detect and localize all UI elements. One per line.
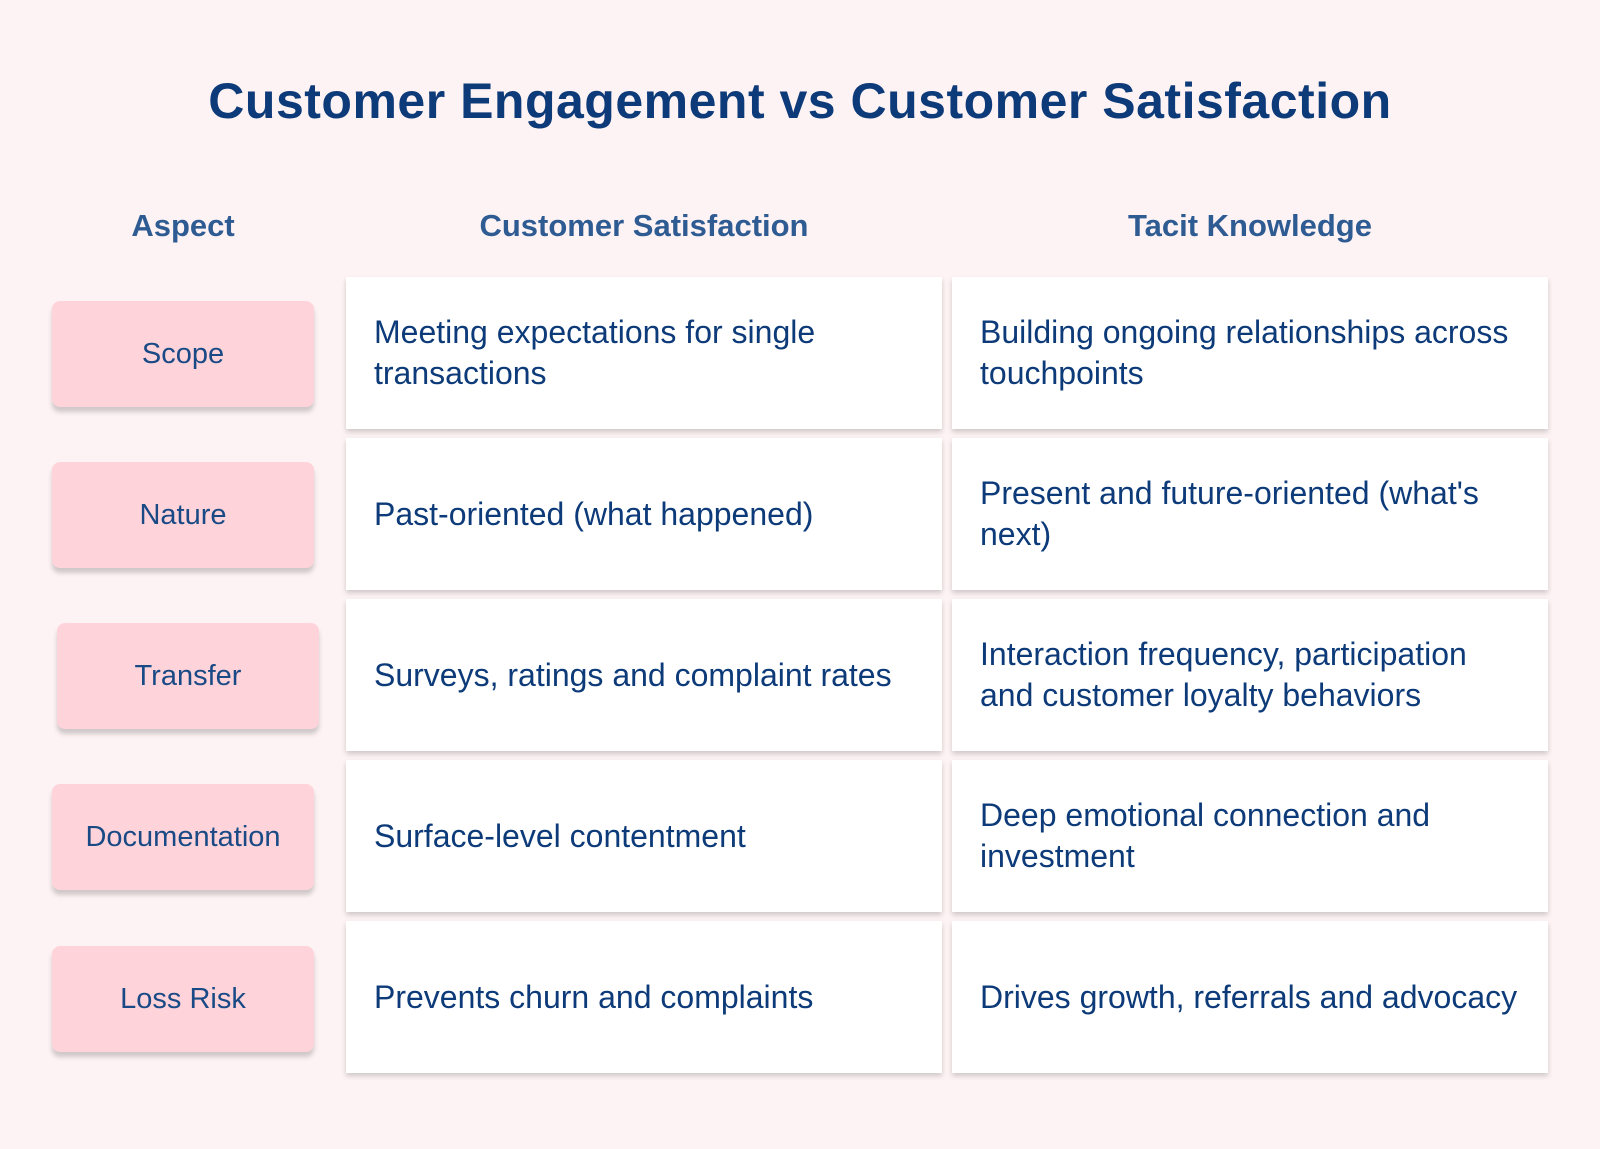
header-aspect: Aspect xyxy=(131,208,235,243)
satisfaction-cell: Past-oriented (what happened) xyxy=(346,438,942,590)
page-title: Customer Engagement vs Customer Satisfac… xyxy=(208,73,1392,129)
aspect-label: Nature xyxy=(52,462,314,568)
aspect-label: Transfer xyxy=(57,623,319,729)
table-row: Loss Risk Prevents churn and complaints … xyxy=(0,921,1600,1073)
satisfaction-cell: Prevents churn and complaints xyxy=(346,921,942,1073)
tacit-cell: Interaction frequency, participation and… xyxy=(952,599,1548,751)
tacit-cell: Present and future-oriented (what's next… xyxy=(952,438,1548,590)
table-row: Nature Past-oriented (what happened) Pre… xyxy=(0,438,1600,590)
satisfaction-cell: Meeting expectations for single transact… xyxy=(346,277,942,429)
tacit-cell: Drives growth, referrals and advocacy xyxy=(952,921,1548,1073)
header-tacit-knowledge: Tacit Knowledge xyxy=(1127,208,1372,243)
tacit-cell: Deep emotional connection and investment xyxy=(952,760,1548,912)
tacit-cell: Building ongoing relationships across to… xyxy=(952,277,1548,429)
aspect-label: Documentation xyxy=(52,784,314,890)
table-row: Transfer Surveys, ratings and complaint … xyxy=(0,599,1600,751)
table-row: Documentation Surface-level contentment … xyxy=(0,760,1600,912)
header-customer-satisfaction: Customer Satisfaction xyxy=(479,208,809,243)
table-row: Scope Meeting expectations for single tr… xyxy=(0,277,1600,429)
satisfaction-cell: Surveys, ratings and complaint rates xyxy=(346,599,942,751)
satisfaction-cell: Surface-level contentment xyxy=(346,760,942,912)
aspect-label: Loss Risk xyxy=(52,946,314,1052)
aspect-label: Scope xyxy=(52,301,314,407)
